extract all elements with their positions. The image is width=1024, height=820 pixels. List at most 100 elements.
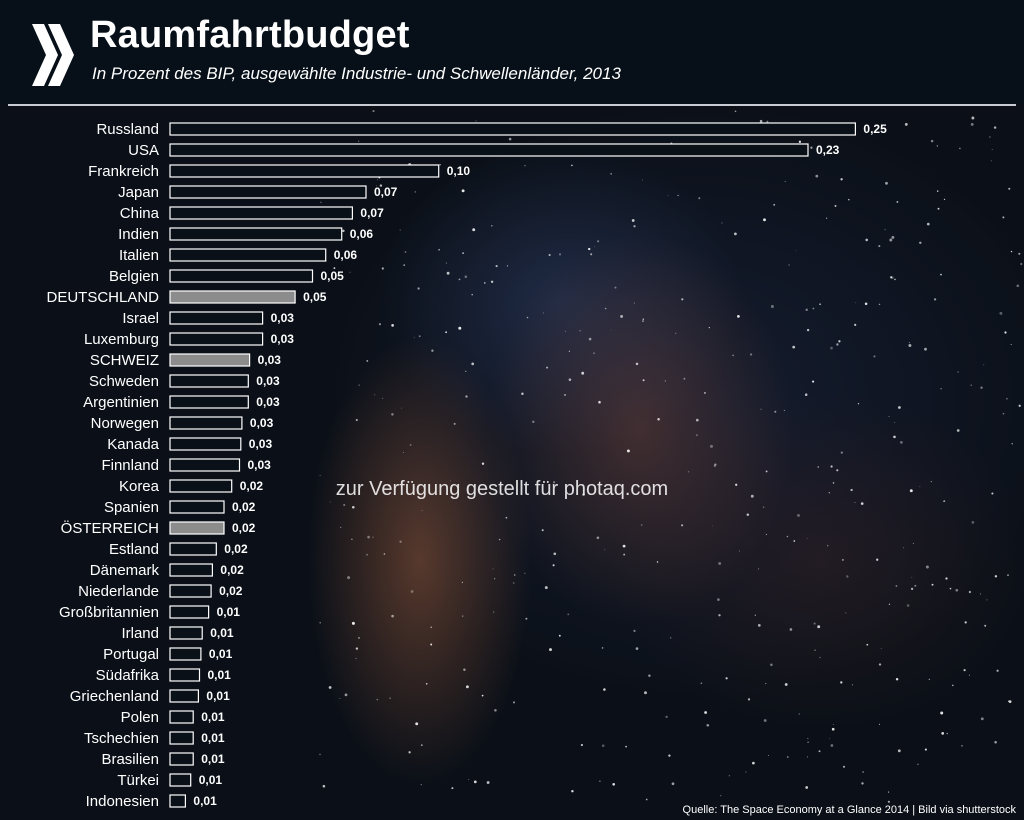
category-label: China	[120, 205, 160, 222]
star	[671, 782, 675, 786]
category-label: Indien	[118, 226, 159, 243]
star	[984, 624, 987, 627]
star	[725, 677, 728, 680]
star	[664, 380, 666, 382]
bar-highlighted	[169, 521, 225, 535]
star	[453, 422, 456, 425]
star	[614, 286, 617, 289]
star	[351, 538, 353, 540]
star	[351, 621, 355, 625]
star	[813, 622, 816, 625]
value-label: 0,01	[201, 731, 225, 745]
value-label: 0,03	[256, 395, 280, 409]
star	[695, 418, 699, 422]
star	[928, 678, 930, 681]
value-label: 0,01	[201, 752, 225, 766]
star	[571, 789, 574, 793]
star	[895, 677, 899, 681]
star	[367, 535, 370, 539]
star	[1005, 397, 1008, 400]
star	[548, 253, 551, 257]
star	[826, 217, 828, 219]
category-label: Griechenland	[70, 688, 159, 705]
star	[759, 119, 763, 123]
star	[885, 181, 888, 185]
star	[700, 682, 703, 685]
star	[581, 371, 585, 375]
star	[383, 553, 386, 555]
star	[968, 674, 970, 676]
star	[492, 611, 495, 613]
star	[490, 280, 494, 283]
star	[698, 197, 701, 200]
star	[1016, 284, 1020, 288]
bar	[169, 374, 249, 388]
bar	[169, 479, 233, 493]
star	[355, 657, 357, 660]
star	[1002, 412, 1005, 415]
star	[358, 637, 360, 639]
star	[786, 535, 789, 538]
category-label: Korea	[119, 478, 160, 495]
star	[420, 744, 423, 746]
star	[413, 336, 415, 338]
star	[623, 553, 626, 556]
star	[812, 380, 815, 383]
value-label: 0,02	[219, 584, 243, 598]
star	[891, 236, 895, 239]
star	[558, 253, 562, 256]
star	[732, 354, 734, 357]
star	[410, 590, 414, 593]
star	[832, 724, 834, 725]
star	[878, 303, 881, 306]
star	[465, 685, 469, 689]
star	[1004, 331, 1007, 334]
star	[604, 307, 607, 310]
value-label: 0,23	[816, 143, 840, 157]
value-label: 0,07	[360, 206, 384, 220]
star	[461, 615, 464, 617]
value-label: 0,01	[206, 689, 230, 703]
star	[765, 470, 768, 473]
category-label: Argentinien	[83, 394, 159, 411]
star	[912, 542, 914, 544]
star	[919, 241, 922, 245]
star	[445, 262, 447, 264]
bar	[169, 626, 203, 640]
star	[737, 315, 740, 318]
star	[991, 492, 994, 495]
bar	[169, 269, 314, 283]
star	[806, 328, 810, 332]
star	[552, 564, 555, 567]
star	[642, 179, 644, 181]
star	[993, 126, 997, 129]
star	[968, 590, 972, 594]
star	[580, 743, 583, 747]
star	[648, 674, 651, 677]
star	[465, 370, 467, 372]
star	[366, 553, 368, 556]
value-label: 0,05	[321, 269, 345, 283]
bar	[169, 773, 192, 787]
star	[784, 683, 788, 686]
bar-highlighted	[169, 353, 251, 367]
star	[588, 337, 592, 341]
star	[401, 407, 402, 409]
star	[391, 614, 394, 618]
bar	[169, 122, 857, 136]
star	[631, 219, 635, 222]
star	[848, 198, 850, 201]
star	[819, 303, 821, 305]
star	[473, 780, 477, 784]
star	[399, 229, 401, 231]
star	[582, 493, 585, 496]
star	[596, 536, 600, 540]
value-label: 0,03	[271, 332, 295, 346]
star	[1020, 262, 1023, 266]
star	[807, 737, 809, 740]
star	[855, 302, 857, 304]
value-label: 0,02	[240, 479, 264, 493]
value-label: 0,06	[350, 227, 374, 241]
